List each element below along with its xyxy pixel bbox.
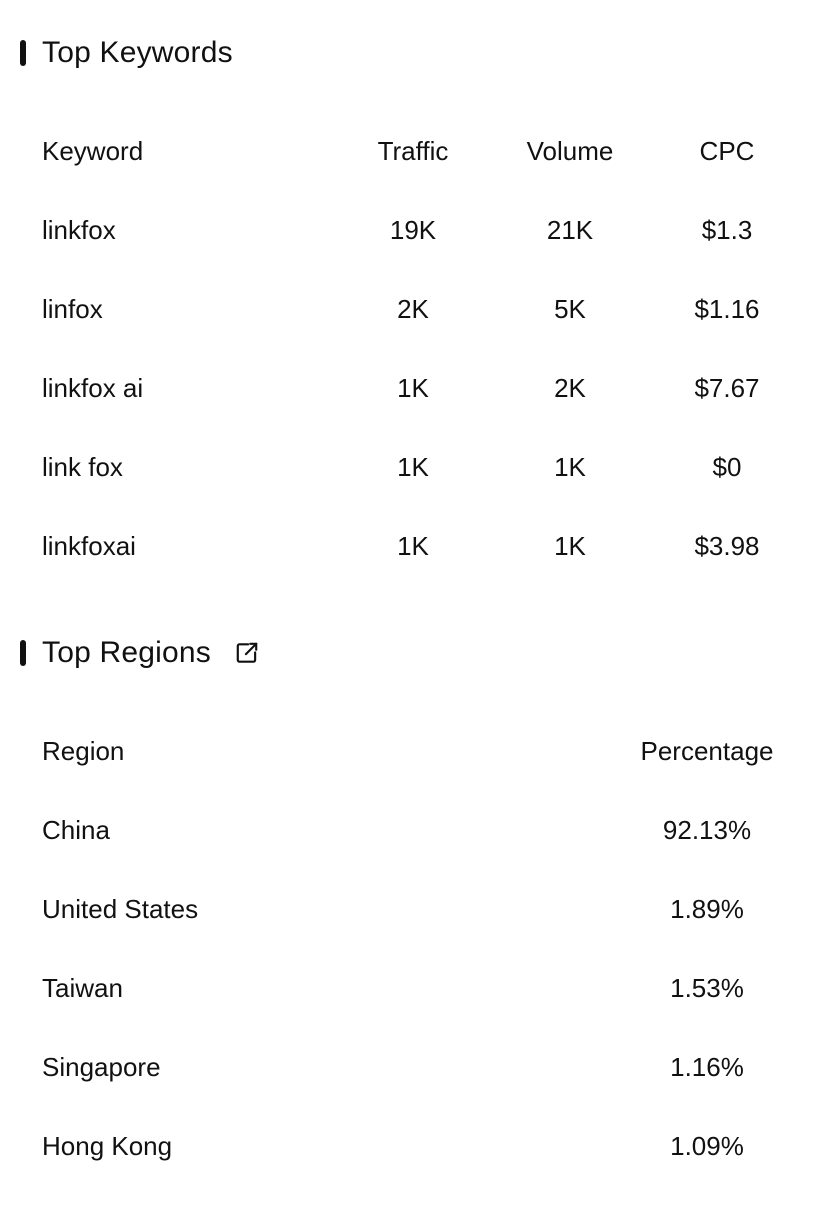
cpc-cell: $7.67 (694, 373, 760, 403)
section-accent-bar (20, 640, 26, 666)
region-cell: Hong Kong (42, 1131, 173, 1161)
volume-cell: 1K (554, 531, 586, 561)
table-row: China 92.13% (0, 791, 828, 870)
regions-table: Region Percentage China 92.13% United St… (0, 712, 828, 1186)
cpc-cell: $0 (712, 452, 742, 482)
volume-cell: 21K (546, 215, 594, 245)
traffic-cell: 1K (397, 531, 429, 561)
volume-cell: 1K (554, 452, 586, 482)
section-accent-bar (20, 40, 26, 66)
keyword-cell: linkfox ai (42, 373, 144, 403)
top-keywords-title: Top Keywords (42, 36, 233, 69)
keyword-cell: linkfox (42, 215, 116, 245)
top-regions-header: Top Regions (20, 633, 261, 673)
cpc-cell: $1.3 (701, 215, 753, 245)
traffic-cell: 19K (389, 215, 437, 245)
table-row: link fox 1K 1K $0 (0, 428, 828, 507)
cpc-cell: $3.98 (694, 531, 760, 561)
region-cell: United States (42, 894, 199, 924)
table-row: Taiwan 1.53% (0, 949, 828, 1028)
table-row: linkfox ai 1K 2K $7.67 (0, 349, 828, 428)
table-row: linkfoxai 1K 1K $3.98 (0, 507, 828, 586)
percentage-cell: 1.53% (670, 973, 744, 1003)
traffic-cell: 2K (397, 294, 429, 324)
keyword-cell: link fox (42, 452, 123, 482)
top-regions-title: Top Regions (42, 636, 211, 669)
percentage-cell: 92.13% (662, 815, 752, 845)
column-header-cpc: CPC (699, 136, 755, 166)
keywords-table: Keyword Traffic Volume CPC linkfox 19K 2… (0, 112, 828, 586)
volume-cell: 2K (554, 373, 586, 403)
keyword-cell: linfox (42, 294, 103, 324)
table-row: linkfox 19K 21K $1.3 (0, 191, 828, 270)
table-row: linfox 2K 5K $1.16 (0, 270, 828, 349)
volume-cell: 5K (554, 294, 586, 324)
traffic-cell: 1K (397, 452, 429, 482)
table-row: Hong Kong 1.09% (0, 1107, 828, 1186)
table-row: United States 1.89% (0, 870, 828, 949)
region-cell: Taiwan (42, 973, 123, 1003)
percentage-cell: 1.16% (670, 1052, 744, 1082)
table-row: Singapore 1.16% (0, 1028, 828, 1107)
column-header-keyword: Keyword (42, 136, 144, 166)
keyword-cell: linkfoxai (42, 531, 136, 561)
column-header-region: Region (42, 736, 125, 766)
column-header-traffic: Traffic (377, 136, 449, 166)
traffic-cell: 1K (397, 373, 429, 403)
region-cell: China (42, 815, 110, 845)
column-header-volume: Volume (526, 136, 614, 166)
keywords-table-header-row: Keyword Traffic Volume CPC (0, 112, 828, 191)
regions-table-header-row: Region Percentage (0, 712, 828, 791)
percentage-cell: 1.09% (670, 1131, 744, 1161)
top-keywords-header: Top Keywords (20, 33, 233, 73)
percentage-cell: 1.89% (670, 894, 744, 924)
column-header-percentage: Percentage (640, 736, 774, 766)
region-cell: Singapore (42, 1052, 161, 1082)
external-link-icon[interactable] (233, 639, 261, 667)
cpc-cell: $1.16 (694, 294, 760, 324)
